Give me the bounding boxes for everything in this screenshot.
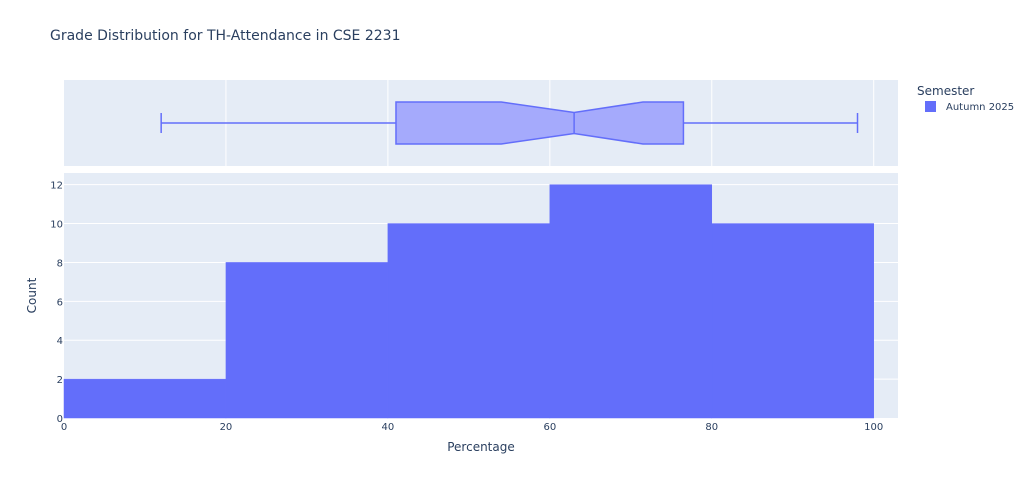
box-body xyxy=(395,101,685,145)
x-tick-label: 0 xyxy=(61,422,67,433)
y-tick-label: 12 xyxy=(50,181,63,192)
histogram-bar xyxy=(549,184,713,419)
legend-swatch xyxy=(925,101,936,112)
x-tick-label: 100 xyxy=(864,422,883,433)
y-tick-label: 10 xyxy=(50,220,63,231)
legend-title: Semester xyxy=(917,84,974,98)
y-tick-label: 0 xyxy=(57,414,63,425)
y-tick-label: 6 xyxy=(57,297,63,308)
legend-item-autumn-2025[interactable]: Autumn 2025 xyxy=(925,101,1014,113)
x-tick-label: 80 xyxy=(705,422,718,433)
box-plot xyxy=(160,101,859,145)
y-axis-title: Count xyxy=(25,277,39,313)
x-tick-labels: 0 20 40 60 80 100 xyxy=(61,422,883,433)
histogram-bars xyxy=(63,184,874,419)
x-axis-title: Percentage xyxy=(447,440,515,454)
chart-title: Grade Distribution for TH-Attendance in … xyxy=(50,28,400,44)
legend[interactable]: Semester Autumn 2025 xyxy=(917,84,1014,113)
histogram-bar xyxy=(387,223,551,419)
x-tick-label: 60 xyxy=(543,422,556,433)
legend-label: Autumn 2025 xyxy=(946,102,1014,113)
y-tick-label: 2 xyxy=(57,375,63,386)
histogram-bar xyxy=(225,262,389,419)
y-tick-labels: 0 2 4 6 8 10 12 xyxy=(50,181,63,425)
y-tick-label: 4 xyxy=(57,336,63,347)
histogram-bar xyxy=(63,378,227,419)
x-tick-label: 20 xyxy=(220,422,233,433)
histogram-bar xyxy=(711,223,874,419)
x-tick-label: 40 xyxy=(382,422,395,433)
y-tick-label: 8 xyxy=(57,258,63,269)
